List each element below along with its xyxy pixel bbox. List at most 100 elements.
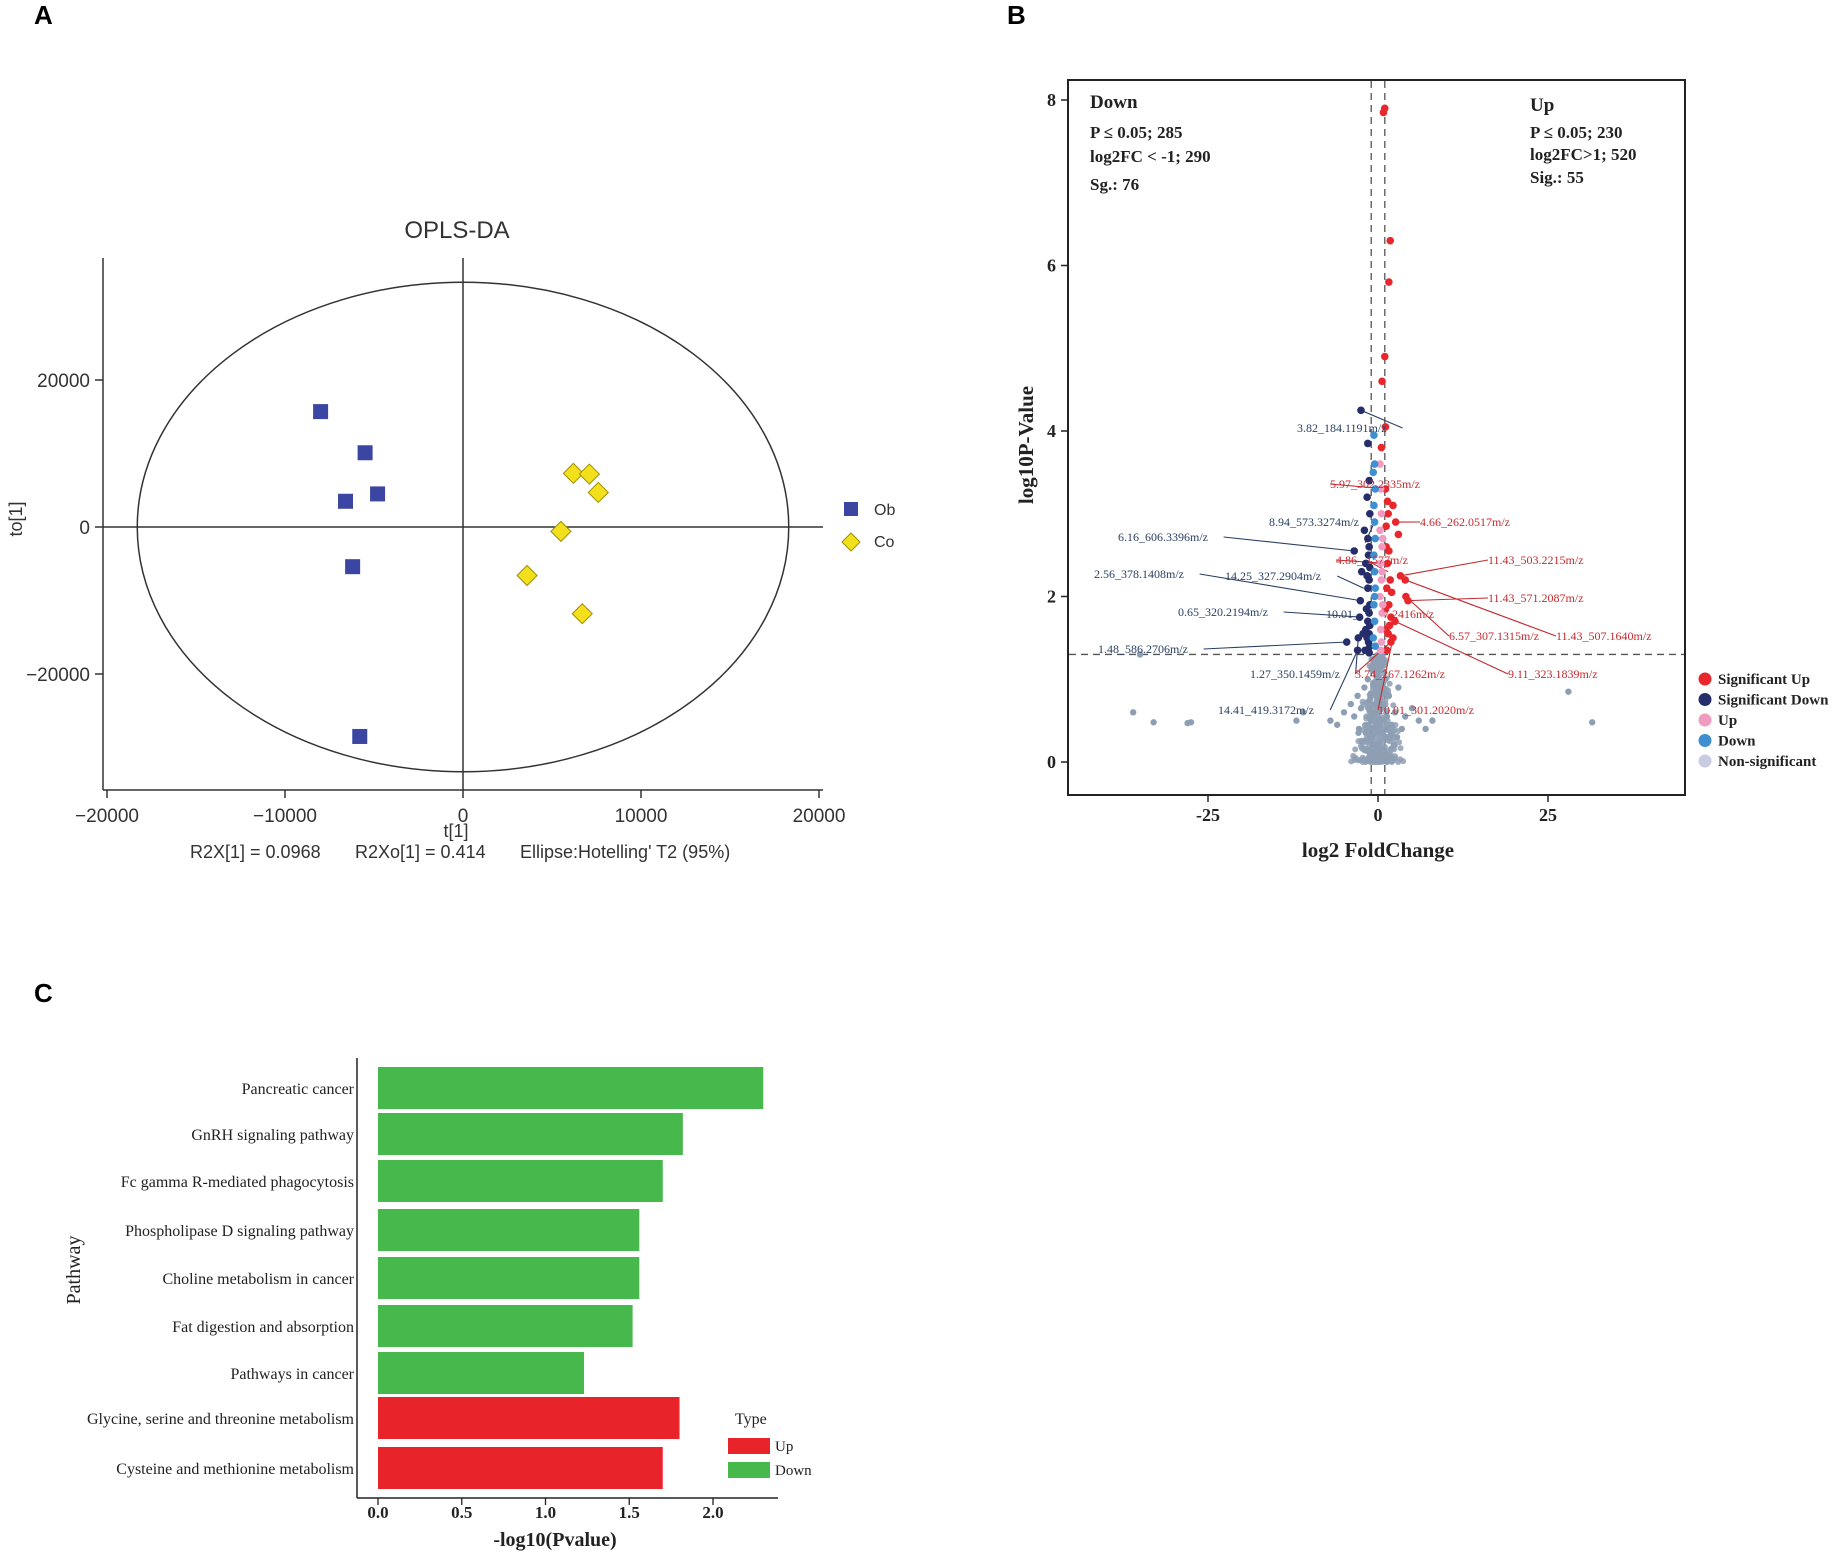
opls-point-co <box>516 564 538 587</box>
volcano-label-up: 4.86_ <box>1336 553 1364 567</box>
opls-point-co <box>571 603 593 625</box>
opls-point-ob <box>345 559 361 575</box>
pathway-ylabel: Pathway <box>63 1236 85 1305</box>
pathway-category-label: Phospholipase D signaling pathway <box>125 1223 354 1240</box>
opls-xtick-label: 10000 <box>615 806 668 827</box>
volcano-point-up <box>1378 567 1386 576</box>
opls-ylabel: to[1] <box>6 501 26 536</box>
legend-ob-label: Ob <box>874 502 895 519</box>
legend-up-swatch <box>728 1438 770 1454</box>
volcano-point-down <box>1370 460 1379 468</box>
volcano-point-nonsig <box>1415 717 1423 724</box>
volcano-ytick-label: 6 <box>1047 256 1056 276</box>
panel-label-c: C <box>34 978 53 1008</box>
volcano-label-down: 1.48_586.2706m/z <box>1098 642 1188 656</box>
volcano-label-up: 11.43_503.2215m/z <box>1488 553 1584 567</box>
volcano-point-nonsig <box>1383 713 1391 720</box>
legend-ob-marker <box>844 502 858 516</box>
volcano-point-significant-down <box>1365 576 1373 584</box>
opls-axes <box>102 258 823 791</box>
volcano-point-nonsig <box>1380 700 1387 708</box>
volcano-point-nonsig <box>1383 720 1390 727</box>
pathway-legend-title: Type <box>735 1411 767 1428</box>
leader-line-up <box>1407 597 1489 602</box>
pathway-category-label: Pathways in cancer <box>230 1366 354 1383</box>
volcano-point-up <box>1376 460 1384 468</box>
volcano-point-significant-down <box>1365 609 1373 617</box>
volcano-point-nonsig <box>1397 745 1404 752</box>
opls-legend: Ob Co <box>841 502 895 552</box>
pathway-xtick-label: 0.5 <box>451 1503 472 1522</box>
legend-co-marker <box>841 532 861 552</box>
volcano-point-nonsig <box>1429 717 1436 724</box>
volcano-point-nonsig <box>1150 719 1157 726</box>
volcano-point-nonsig <box>1384 725 1391 733</box>
opls-xtick-label: 20000 <box>793 806 846 827</box>
volcano-point-nonsig <box>1130 709 1137 716</box>
pathway-ticks: 0.0 0.5 1.0 1.5 2.0 <box>367 1498 724 1522</box>
pathway-bars: Pancreatic cancer GnRH signaling pathway F… <box>87 1067 764 1489</box>
leader-line-down <box>1203 641 1347 650</box>
volcano-down-summary: Down P ≤ 0.05; 285 log2FC < -1; 290 Sg.:… <box>1090 92 1211 194</box>
volcano-points <box>1342 104 1412 657</box>
volcano-point-down <box>1370 518 1379 526</box>
volcano-point-down <box>1370 617 1379 626</box>
volcano-legend: Significant Up Significant Down Up Down Non-… <box>1698 672 1829 770</box>
volcano-point-nonsig <box>1351 713 1358 720</box>
volcano-point-nonsig <box>1373 698 1380 705</box>
volcano-point-nonsig <box>1359 738 1367 745</box>
volcano-point-nonsig <box>1369 733 1376 741</box>
volcano-ytick-label: 4 <box>1047 421 1056 441</box>
volcano-point-nonsig <box>1382 750 1389 757</box>
up-summary-line-2: log2FC>1; 520 <box>1530 145 1636 164</box>
leader-line-down <box>1355 637 1359 675</box>
volcano-point-nonsig <box>1397 756 1404 763</box>
volcano-label-down: 2.56_378.1408m/z <box>1094 567 1184 581</box>
volcano-legend-label: Significant Up <box>1718 672 1810 688</box>
volcano-point-nonsig <box>1366 691 1373 698</box>
opls-point-ob <box>352 728 368 744</box>
volcano-point-nonsig <box>1565 688 1572 695</box>
volcano-label-down: 10.01_ <box>1326 607 1360 621</box>
volcano-point-nonsig <box>1373 692 1380 699</box>
volcano-label-up: 6.57_307.1315m/z <box>1449 629 1539 643</box>
volcano-label-up: 3.74_267.1262m/z <box>1355 667 1445 681</box>
opls-xtick-label: 0 <box>458 806 469 827</box>
leader-line-down <box>1199 573 1361 602</box>
volcano-label-down: 8.94_573.3274m/z <box>1269 515 1359 529</box>
volcano-point-down <box>1371 485 1380 493</box>
volcano-legend-marker <box>1698 713 1712 727</box>
volcano-point-up <box>1378 543 1386 551</box>
volcano-point-significant-up <box>1386 576 1395 584</box>
panel-label-b: B <box>1007 0 1026 30</box>
leader-line-up <box>1405 596 1450 637</box>
volcano-point-significant-down <box>1357 406 1365 415</box>
opls-point-ob <box>357 445 373 461</box>
legend-co-label: Co <box>874 534 895 551</box>
volcano-point-up <box>1377 638 1386 646</box>
volcano-legend-marker <box>1698 754 1712 768</box>
leader-line-down <box>1360 409 1403 429</box>
volcano-up-summary: Up P ≤ 0.05; 230 log2FC>1; 520 Sig.: 55 <box>1530 95 1636 187</box>
volcano-point-significant-up <box>1383 497 1392 506</box>
volcano-point-nonsig <box>1390 702 1397 709</box>
volcano-label-down: 6.16_606.3396m/z <box>1118 530 1208 544</box>
volcano-point-nonsig <box>1362 729 1369 737</box>
volcano-point-significant-down <box>1354 634 1363 642</box>
volcano-point-nonsig <box>1372 742 1379 749</box>
pathway-bar <box>378 1397 680 1439</box>
pathway-bar <box>378 1352 585 1394</box>
volcano-point-significant-up <box>1385 547 1393 555</box>
pathway-legend: Type Up Down <box>728 1411 812 1479</box>
volcano-point-down <box>1370 431 1378 439</box>
volcano-xtick-label: 0 <box>1374 805 1383 825</box>
pathway-category-label: GnRH signaling pathway <box>191 1127 354 1144</box>
down-summary-line-3: Sg.: 76 <box>1090 175 1139 194</box>
pathway-category-label: Pancreatic cancer <box>242 1081 355 1098</box>
volcano-point-down <box>1371 534 1380 543</box>
volcano-point-nonsig <box>1351 756 1358 763</box>
volcano-label-up: 5.97_302.2335m/z <box>1330 477 1420 491</box>
volcano-ticks: -25 0 25 0 2 4 6 8 <box>1047 90 1557 825</box>
volcano-point-nonsig <box>1352 746 1359 753</box>
volcano-point-down <box>1369 634 1378 642</box>
